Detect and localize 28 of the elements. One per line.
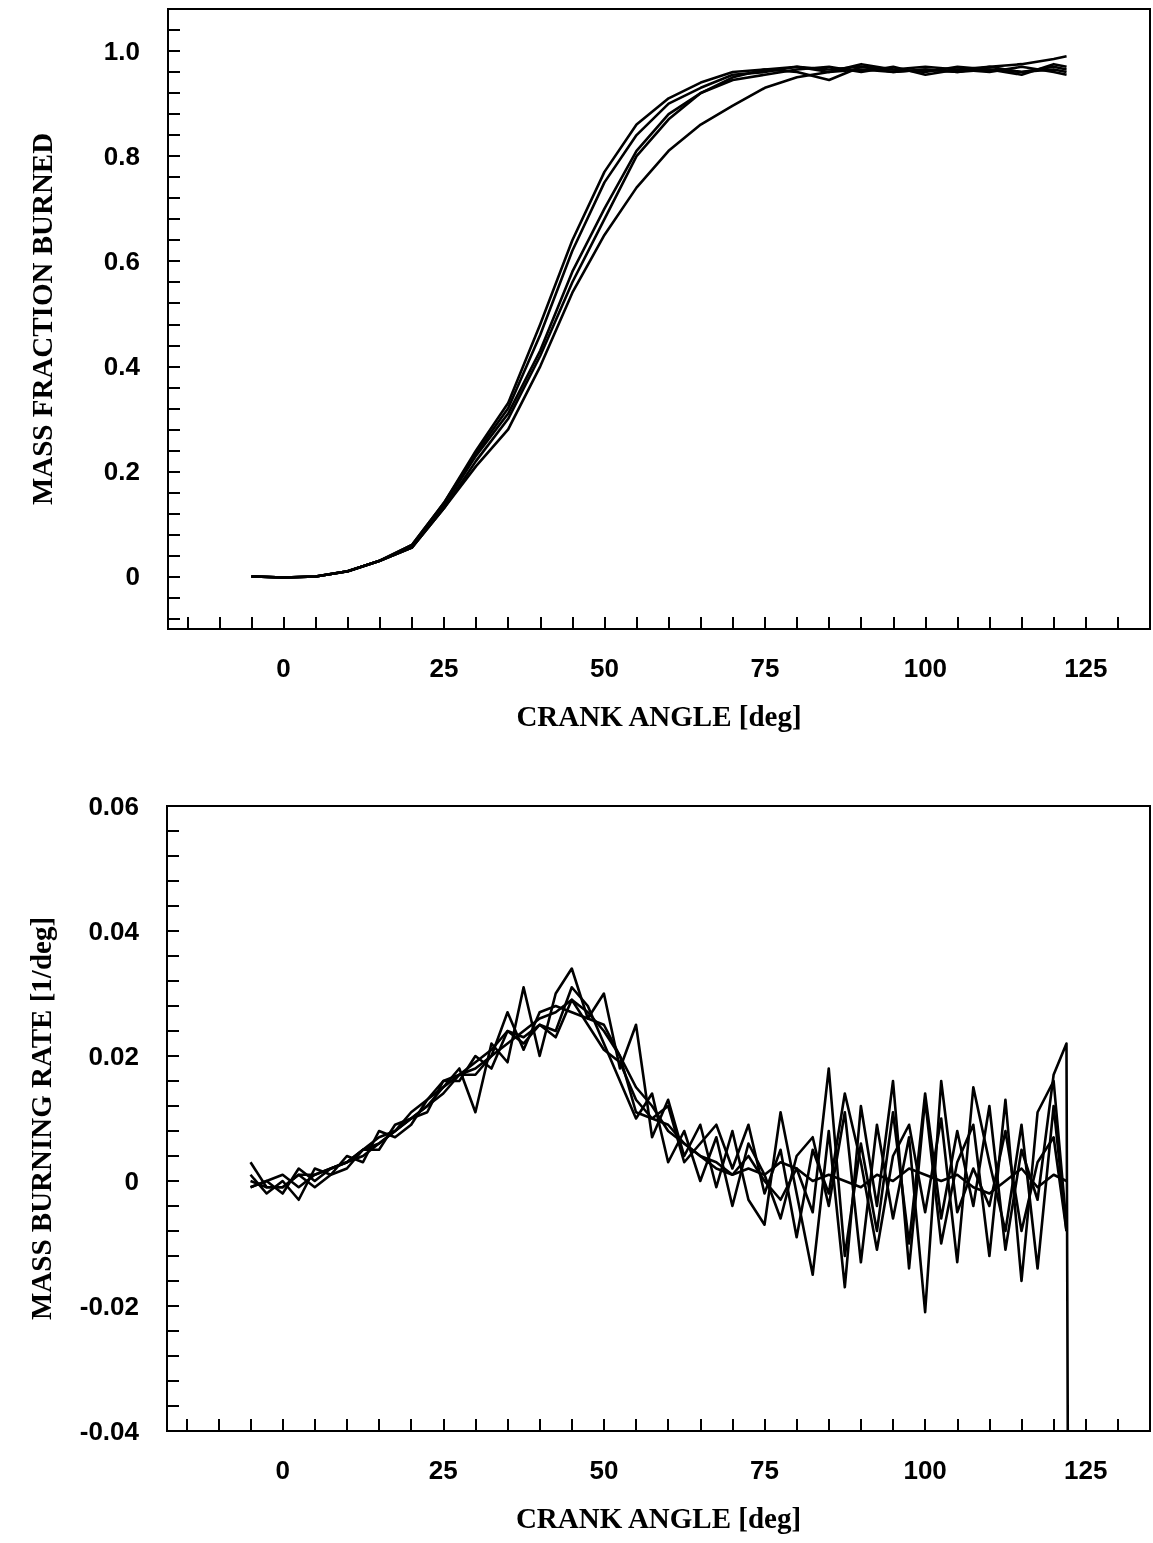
x-tick-label: 0 [276, 653, 291, 683]
y-tick-label: 0.2 [103, 456, 140, 487]
y-tick-label: 1.0 [103, 36, 140, 67]
y-tick-label: 0.8 [103, 141, 140, 172]
x-tick-label: 100 [903, 653, 948, 683]
y-axis-title: MASS FRACTION BURNED [25, 132, 58, 506]
y-axis-title: MASS BURNING RATE [1/deg] [24, 916, 57, 1321]
y-tick-label: 0.4 [103, 351, 141, 382]
x-axis-title: CRANK ANGLE [deg] [515, 1501, 802, 1534]
x-tick-label: 25 [429, 653, 459, 683]
y-tick-label: 0.6 [103, 246, 140, 277]
x-tick-label: 125 [1064, 1455, 1108, 1485]
x-axis-title: CRANK ANGLE [deg] [516, 699, 802, 732]
y-tick-label: -0.04 [79, 1416, 140, 1446]
x-tick-label: 75 [750, 653, 780, 683]
y-tick-label: 0 [125, 561, 140, 592]
x-tick-label: 125 [1064, 653, 1108, 683]
x-tick-label: 100 [903, 1455, 947, 1485]
y-tick-label: 0.04 [88, 916, 140, 946]
x-tick-label: 25 [428, 1455, 458, 1485]
y-tick-label: 0.06 [88, 791, 139, 821]
x-tick-label: 75 [750, 1455, 779, 1485]
x-tick-label: 0 [275, 1455, 290, 1485]
y-tick-label: 0 [124, 1166, 139, 1196]
y-tick-label: 0.02 [88, 1041, 139, 1071]
x-tick-label: 50 [589, 1455, 619, 1485]
y-tick-label: -0.02 [79, 1291, 139, 1321]
x-tick-label: 50 [589, 653, 619, 683]
